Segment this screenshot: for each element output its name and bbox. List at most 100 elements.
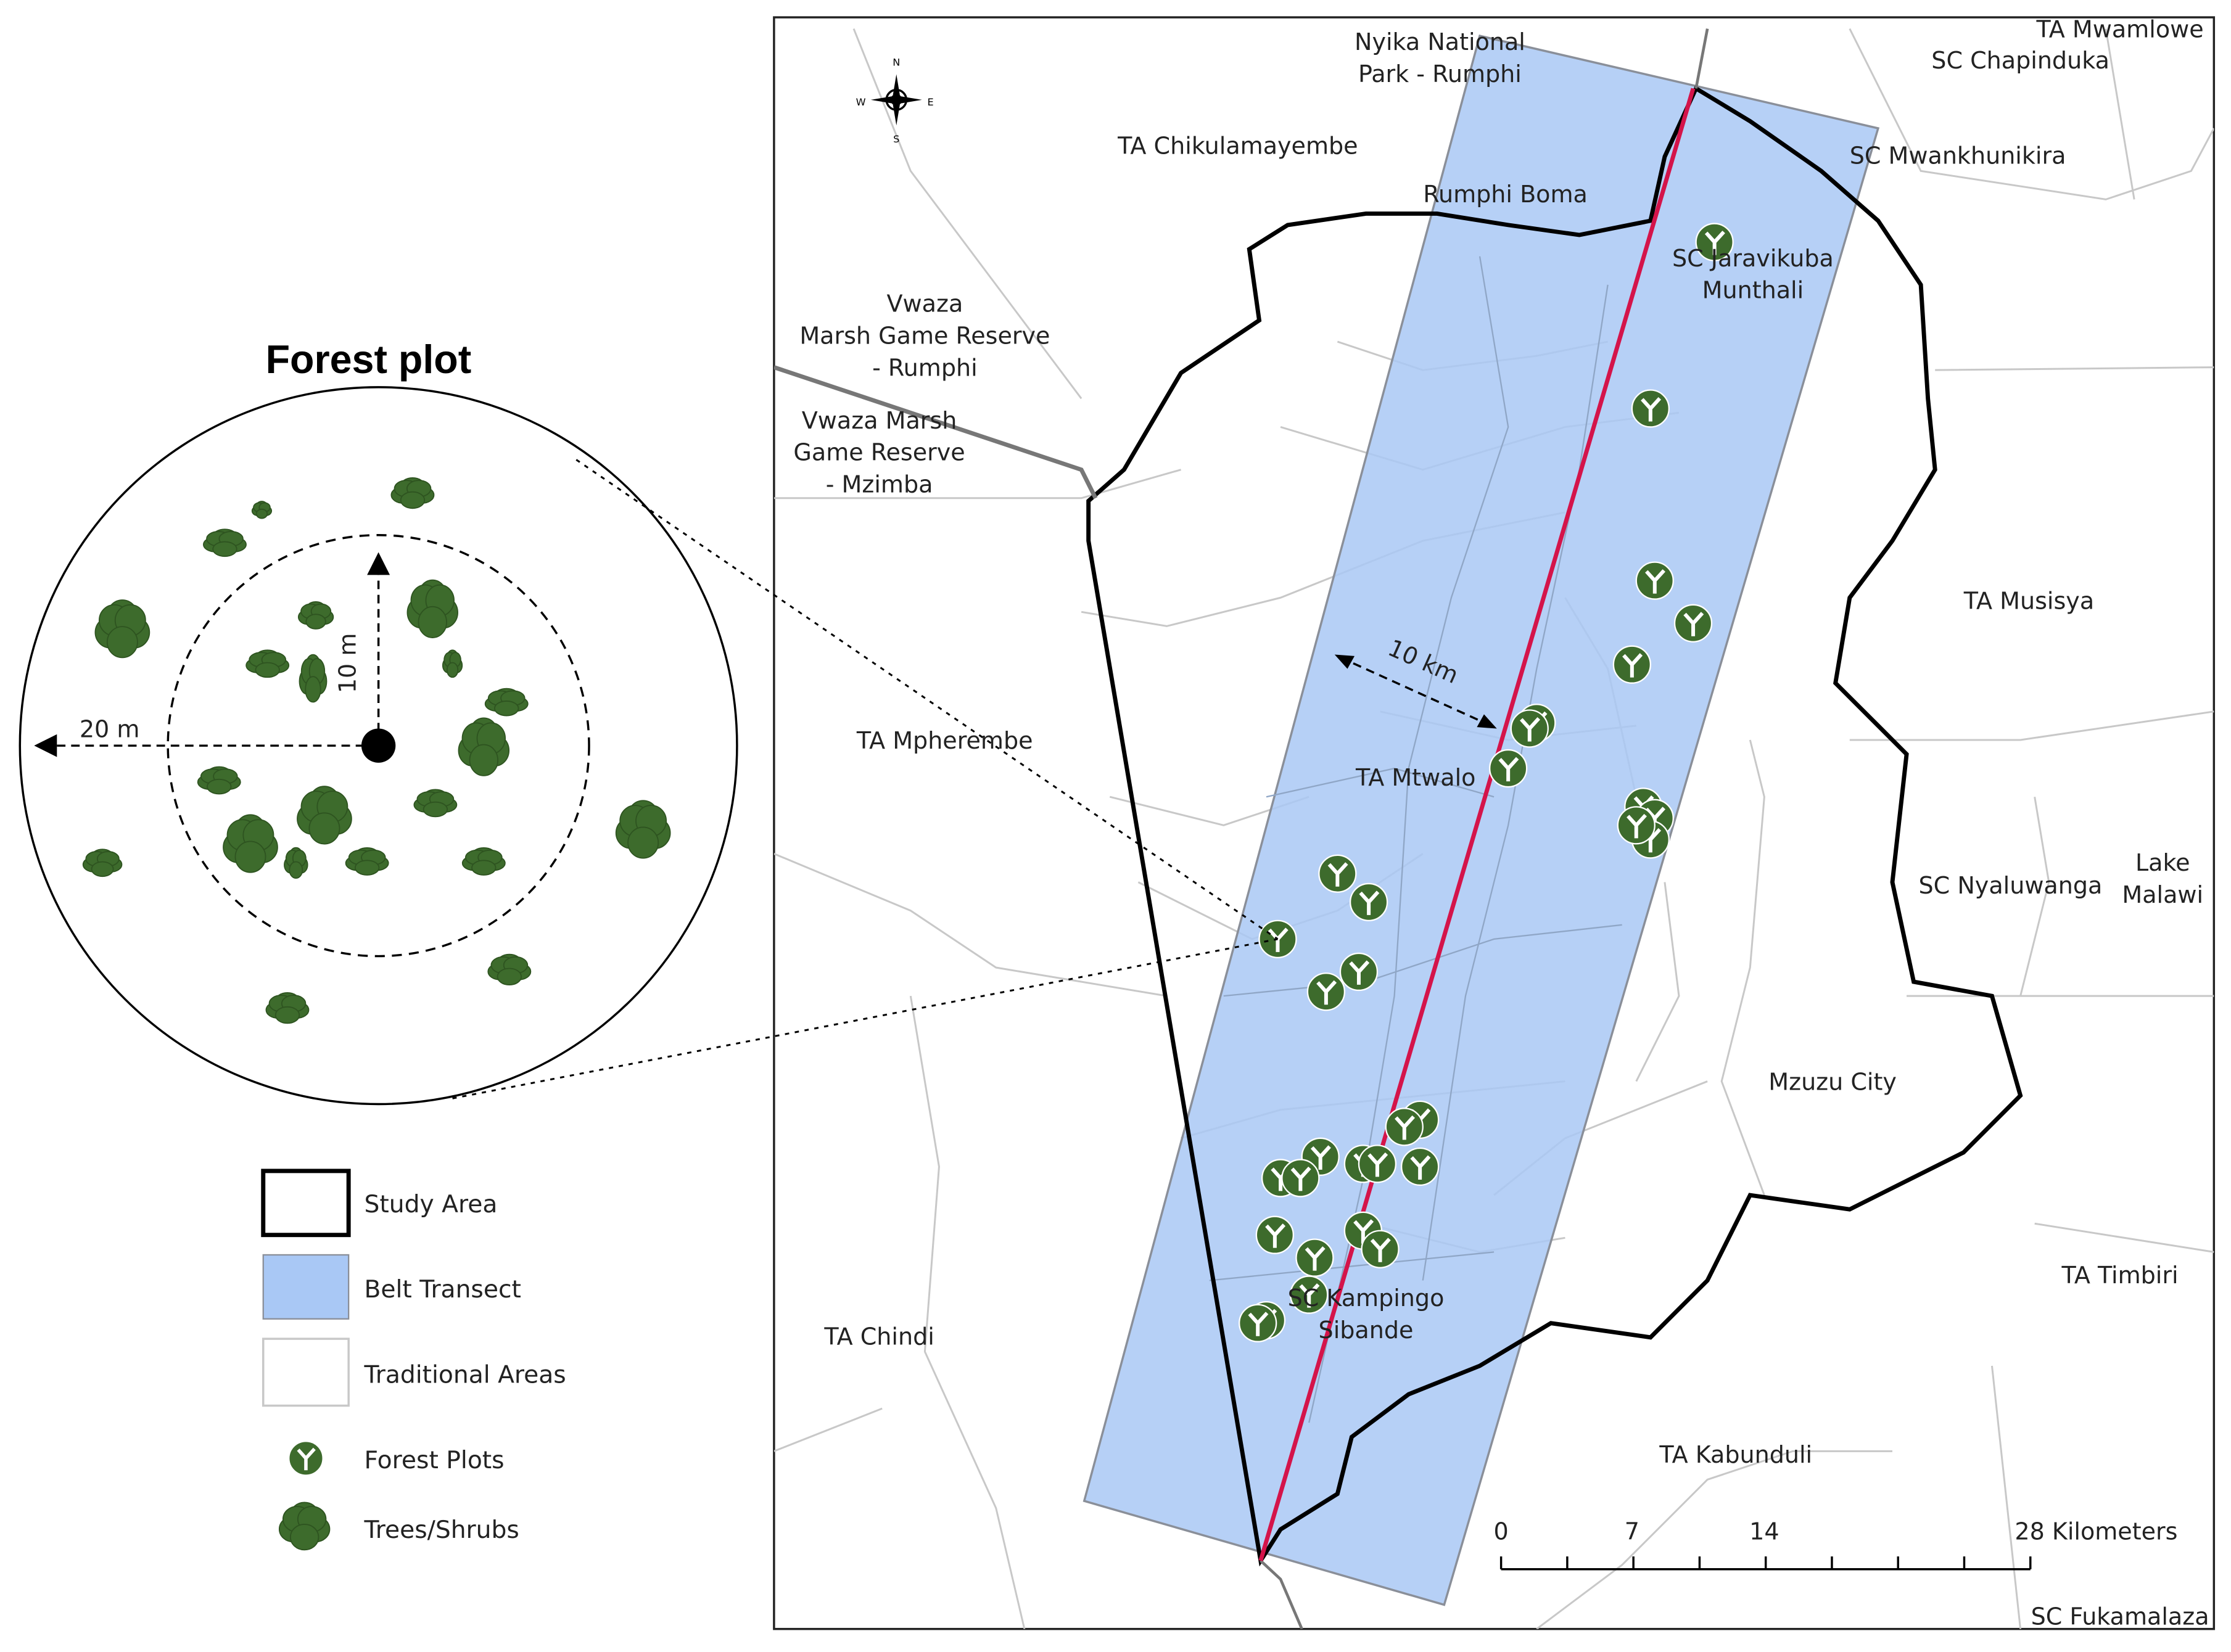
tree-shrub bbox=[245, 649, 290, 678]
forest-plot-icon bbox=[1339, 952, 1379, 992]
icon-tree bbox=[1327, 862, 1348, 887]
icon-tree bbox=[1367, 1152, 1388, 1177]
icon-tree bbox=[1359, 890, 1380, 915]
forest-plot-icon bbox=[1318, 854, 1357, 893]
tree-crown bbox=[423, 801, 448, 818]
tree-shrub bbox=[487, 953, 532, 985]
scale-label: 0 bbox=[1494, 1518, 1509, 1545]
inner-radius-label: 10 m bbox=[334, 633, 361, 694]
map-label: Mzuzu City bbox=[1768, 1068, 1897, 1095]
icon-tree bbox=[1349, 960, 1370, 985]
outer-radius-label: 20 m bbox=[80, 715, 140, 742]
icon-tree bbox=[1353, 1219, 1374, 1244]
icon-tree bbox=[1622, 653, 1643, 678]
map-label: TA Musisya bbox=[1963, 588, 2094, 615]
tree-shrub bbox=[278, 1502, 331, 1551]
scale-label: 28 Kilometers bbox=[2014, 1518, 2177, 1545]
tree-crown bbox=[289, 861, 303, 879]
compass bbox=[870, 74, 922, 126]
tree-crown bbox=[446, 662, 459, 678]
scale-bar: 0 7 14 28 Kilometers bbox=[1494, 1518, 2178, 1571]
transect-inner-lines bbox=[1209, 256, 1622, 1423]
tree-shrub bbox=[82, 849, 123, 877]
tree-crown bbox=[418, 606, 447, 638]
tree-shrub bbox=[413, 789, 458, 818]
tree-shrub bbox=[297, 786, 352, 845]
legend-label: Trees/Shrubs bbox=[364, 1516, 519, 1544]
icon-tree bbox=[1290, 1166, 1311, 1191]
tree-crown bbox=[471, 860, 497, 876]
tree-shrub bbox=[458, 717, 510, 776]
forest-plot-icon bbox=[1358, 1144, 1397, 1183]
legend-swatch bbox=[261, 1169, 351, 1238]
forest-plot-icon bbox=[1385, 1107, 1424, 1146]
icon-tree bbox=[1370, 1238, 1391, 1262]
icon-tree bbox=[1310, 1145, 1331, 1170]
map-label: SC Jaravikuba bbox=[1672, 245, 1834, 272]
map-label: TA Chindi bbox=[823, 1323, 934, 1350]
icon-tree bbox=[1305, 1246, 1326, 1271]
arrow-head bbox=[34, 734, 57, 757]
map-label: TA Chikulamayembe bbox=[1117, 133, 1358, 160]
tree-shrub bbox=[284, 847, 308, 879]
forest-plot-icon bbox=[1510, 709, 1549, 748]
tree-crown bbox=[305, 614, 326, 630]
tree-shrub bbox=[461, 847, 506, 876]
icon-tree bbox=[1520, 717, 1540, 742]
map-label: Malawi bbox=[2122, 881, 2203, 908]
tree-crown bbox=[289, 1524, 320, 1551]
tree-crown bbox=[255, 662, 280, 678]
map-label: TA Mpherembe bbox=[856, 727, 1033, 754]
forest-plot-icon bbox=[1306, 972, 1346, 1011]
road bbox=[773, 365, 1098, 499]
icon-tree bbox=[1498, 757, 1519, 782]
map-label: SC Chapinduka bbox=[1931, 47, 2109, 74]
map-label: SC Fukamalaza bbox=[2031, 1603, 2209, 1630]
tree-crown bbox=[305, 676, 321, 703]
icon-tree bbox=[1265, 1223, 1286, 1248]
tree-crown bbox=[212, 541, 237, 557]
icon-tree bbox=[1627, 813, 1647, 839]
tree-shrub bbox=[297, 601, 334, 630]
forest-plot-icon bbox=[1489, 749, 1528, 788]
map-label: Park - Rumphi bbox=[1358, 60, 1522, 88]
map-label: TA Mtwalo bbox=[1355, 764, 1475, 791]
legend-swatch bbox=[262, 1254, 350, 1320]
legend-swatch bbox=[262, 1338, 350, 1407]
icon-tree bbox=[1299, 1283, 1320, 1308]
forest-plot-icon bbox=[1361, 1230, 1400, 1268]
forest-plot-icon bbox=[1295, 1238, 1334, 1277]
arrow-head bbox=[1477, 714, 1497, 729]
map-label: Lake bbox=[2135, 849, 2190, 876]
legend-label: Study Area bbox=[365, 1191, 498, 1218]
forest-plot-icon bbox=[1281, 1159, 1320, 1198]
tree-crown bbox=[354, 860, 380, 876]
map-label: - Rumphi bbox=[872, 354, 978, 381]
map-label: Game Reserve bbox=[793, 439, 965, 466]
forest-plot-icon bbox=[1255, 1215, 1294, 1254]
map-label: SC Nyaluwanga bbox=[1919, 872, 2103, 899]
tree-crown bbox=[207, 778, 232, 795]
compass-letter: E bbox=[928, 96, 934, 108]
tree-shrub bbox=[615, 800, 671, 859]
icon-tree bbox=[1683, 612, 1704, 636]
icon-tree bbox=[1704, 231, 1725, 255]
map-label: - Mzimba bbox=[826, 471, 933, 498]
legend-label: Forest Plots bbox=[365, 1447, 505, 1474]
forest-plot-icon bbox=[1290, 1275, 1329, 1314]
compass-letter: W bbox=[856, 96, 866, 108]
tree-shrub bbox=[265, 992, 310, 1024]
map-label: Vwaza Marsh bbox=[802, 407, 957, 434]
tree-shrub bbox=[197, 766, 241, 795]
road bbox=[1260, 28, 1709, 1629]
tree-shrub bbox=[94, 599, 151, 659]
tree-crown bbox=[255, 508, 268, 519]
tree-shrub bbox=[223, 814, 278, 873]
scale-label: 7 bbox=[1625, 1518, 1639, 1545]
map-label: Nyika National bbox=[1355, 28, 1525, 55]
icon-tree bbox=[297, 1447, 316, 1471]
tree-crown bbox=[234, 840, 266, 873]
